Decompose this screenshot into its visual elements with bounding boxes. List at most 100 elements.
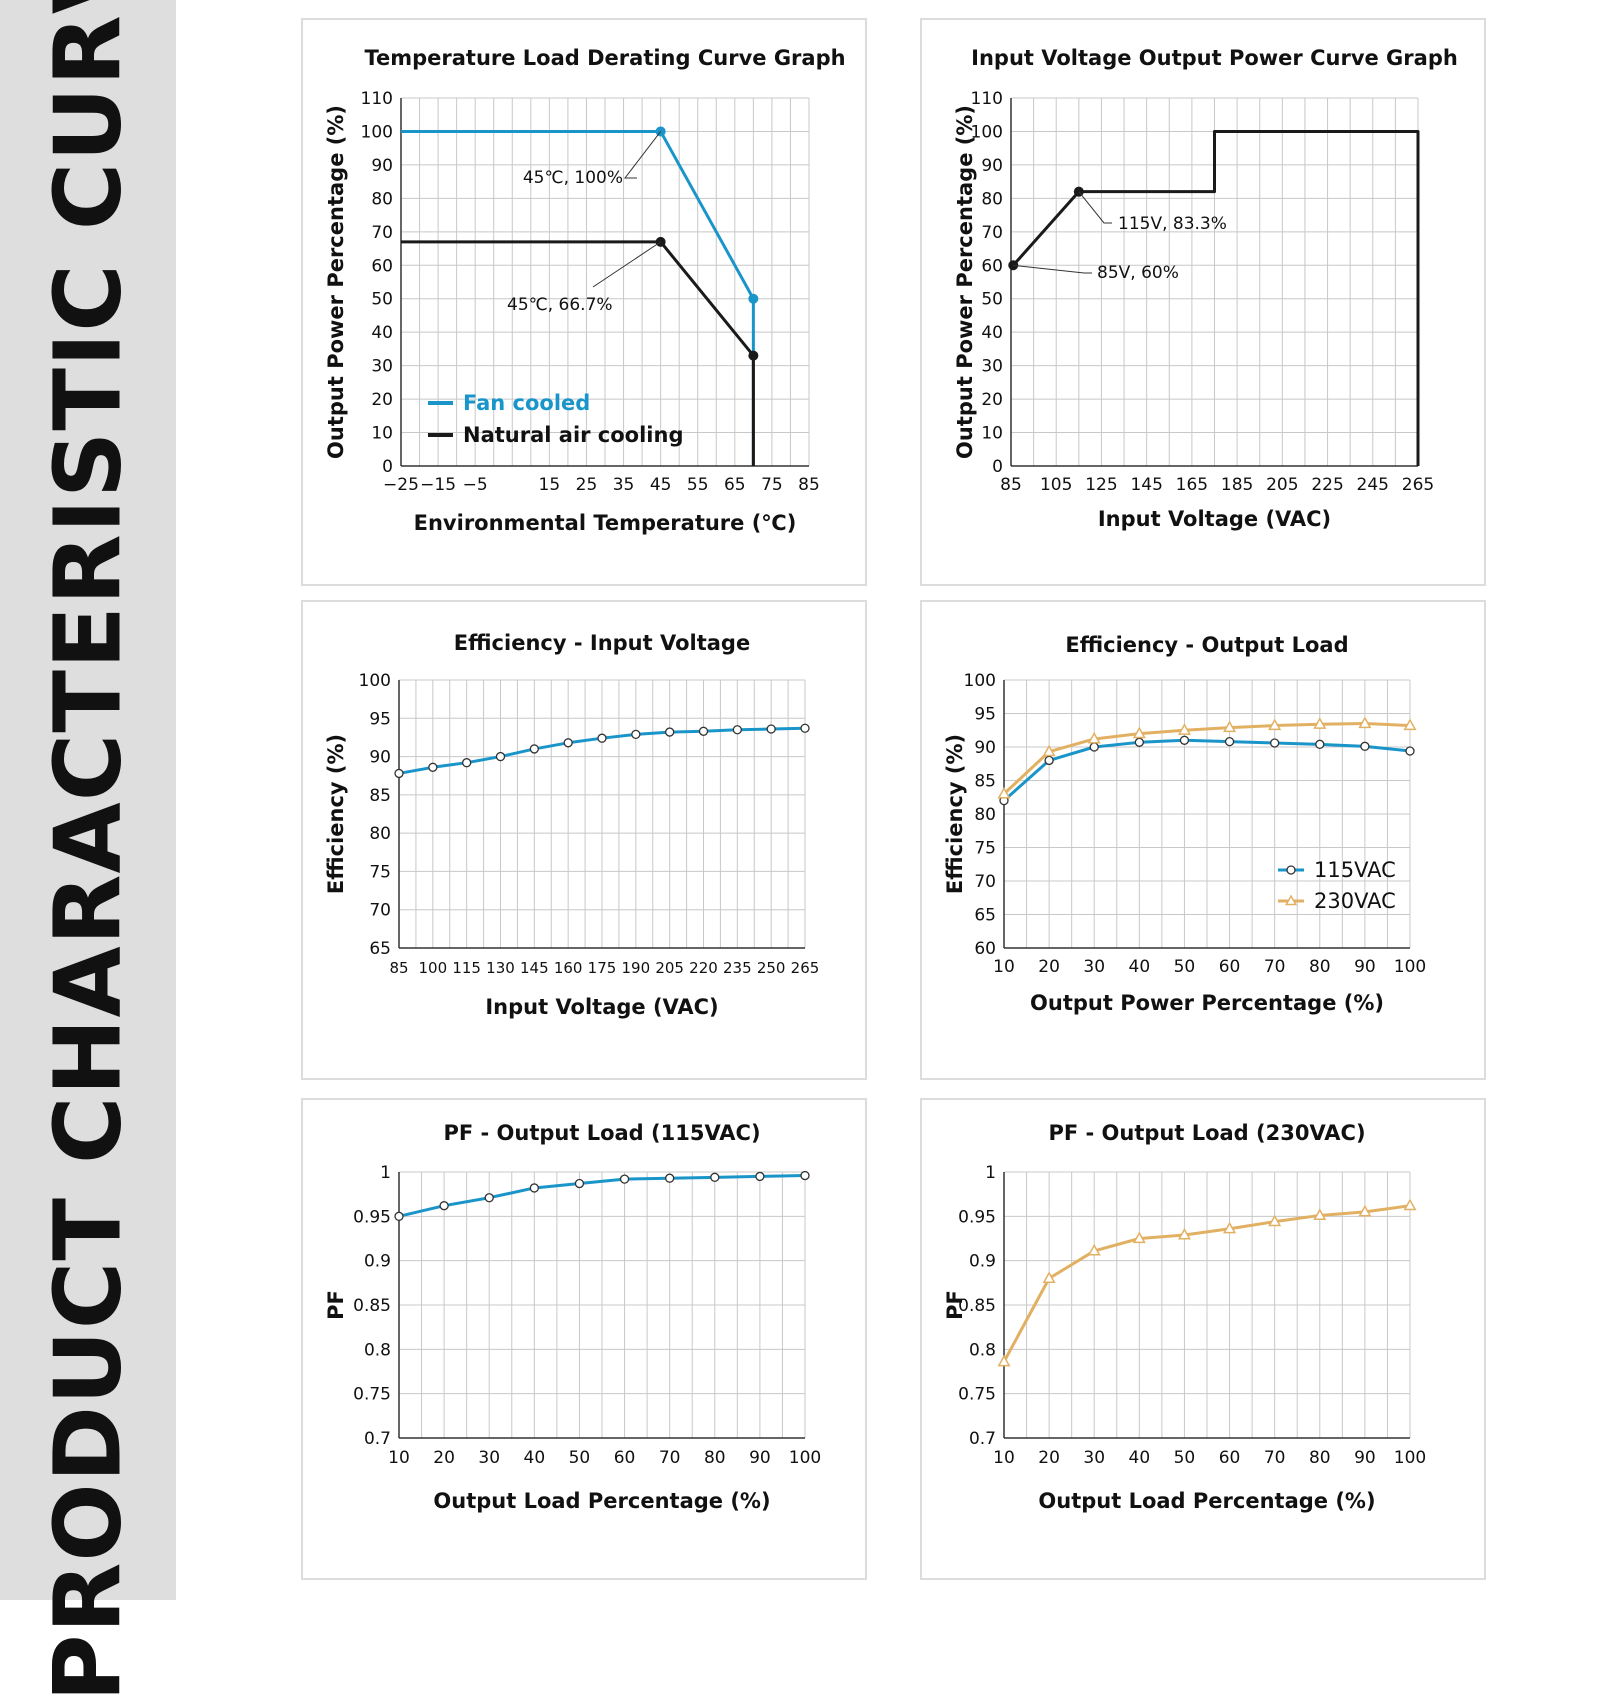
annotation-label: 85V, 60% xyxy=(1097,263,1179,283)
x-tick-label: 60 xyxy=(614,1448,636,1468)
data-point xyxy=(1360,741,1370,751)
annotation-leader xyxy=(623,131,662,179)
x-tick-label: 70 xyxy=(1264,1448,1286,1468)
series-line-230vac xyxy=(1002,722,1411,795)
x-tick-label: 115 xyxy=(452,959,481,977)
data-point xyxy=(1315,739,1325,749)
y-tick-label: 0.85 xyxy=(958,1296,996,1316)
x-tick-label: 165 xyxy=(1176,475,1208,495)
x-tick-label: 205 xyxy=(655,959,684,977)
y-axis-title: Output Power Percentage (%) xyxy=(324,105,348,459)
x-axis-title: Output Load Percentage (%) xyxy=(433,1489,770,1513)
chart-title: Temperature Load Derating Curve Graph xyxy=(364,46,845,70)
y-tick-label: 95 xyxy=(369,709,391,729)
data-point xyxy=(631,729,641,740)
data-point xyxy=(619,1174,630,1184)
data-point xyxy=(1313,717,1327,729)
y-axis-title: Efficiency (%) xyxy=(943,734,967,894)
data-point xyxy=(1177,1227,1191,1240)
chart-panel-efficiency-input: 65 70 75 80 85 90 95 100 85 100 115 130 145 160 175 190… xyxy=(301,600,867,1080)
y-tick-label: 0.7 xyxy=(969,1429,996,1449)
data-point xyxy=(1358,716,1372,729)
chart-panel-pf-115: 0.7 0.75 0.8 0.85 0.9 0.95 1 10 20 30 40 50 60 70 80 90… xyxy=(301,1098,867,1580)
chart-title: Efficiency - Input Voltage xyxy=(454,631,750,655)
data-point xyxy=(428,762,438,772)
y-tick-label: 90 xyxy=(369,748,391,768)
x-tick-label: 35 xyxy=(613,475,635,495)
data-point xyxy=(439,1201,449,1211)
chart-panel-efficiency-load: 60 65 70 75 80 85 90 95 100 10 20 30 40 50 60 70 80 90 100… xyxy=(920,600,1486,1080)
series-line-115vac xyxy=(1003,738,1411,802)
legend-label: 115VAC xyxy=(1314,858,1396,882)
y-tick-label: 90 xyxy=(974,738,996,758)
x-tick-label: 145 xyxy=(1130,475,1162,495)
x-tick-label: 160 xyxy=(554,959,583,977)
data-point xyxy=(529,744,539,754)
side-title: PRODUCT CHARACTERISTIC CURVE xyxy=(34,0,142,1702)
x-tick-label: −5 xyxy=(463,475,488,495)
y-tick-label: 95 xyxy=(974,705,996,725)
data-point xyxy=(1224,736,1235,747)
x-tick-label: 105 xyxy=(1040,475,1072,495)
y-tick-label: 70 xyxy=(981,223,1003,243)
x-tick-label: 40 xyxy=(1129,1448,1151,1468)
data-point xyxy=(495,751,506,762)
x-tick-label: 80 xyxy=(704,1448,726,1468)
data-point xyxy=(1044,755,1054,766)
data-point xyxy=(800,723,810,733)
y-tick-label: 40 xyxy=(981,323,1003,343)
data-point xyxy=(997,1354,1011,1367)
x-tick-label: 80 xyxy=(1309,957,1331,977)
y-tick-label: 0.8 xyxy=(364,1340,391,1360)
temperature-derating-chart: 0 10 20 30 40 50 60 70 80 90 100 110 −25 −15 −5 15 25 35 4… xyxy=(324,46,846,535)
x-tick-label: 60 xyxy=(1219,1448,1241,1468)
x-tick-label: 55 xyxy=(687,475,709,495)
x-tick-label: 80 xyxy=(1309,1448,1331,1468)
data-point xyxy=(755,1171,765,1182)
x-axis-title: Output Power Percentage (%) xyxy=(1030,991,1384,1015)
y-tick-label: 1 xyxy=(985,1163,996,1183)
x-tick-label: 70 xyxy=(1264,957,1286,977)
data-point xyxy=(1358,1204,1372,1217)
x-tick-label: 265 xyxy=(791,959,820,977)
y-tick-label: 80 xyxy=(981,189,1003,209)
series-line-output xyxy=(1012,129,1420,466)
legend-marker xyxy=(1284,894,1298,906)
y-tick-label: 100 xyxy=(359,671,391,691)
y-tick-label: 85 xyxy=(369,786,391,806)
x-axis-title: Input Voltage (VAC) xyxy=(1098,507,1331,531)
x-tick-label: 90 xyxy=(749,1448,771,1468)
annotation-leader xyxy=(592,241,661,288)
x-tick-label: −15 xyxy=(420,475,456,495)
data-point xyxy=(665,1173,675,1183)
y-tick-label: 65 xyxy=(974,906,996,926)
pf-115vac-chart: 0.7 0.75 0.8 0.85 0.9 0.95 1 10 20 30 40 50 60 70 80 90… xyxy=(324,1121,821,1513)
x-tick-label: 100 xyxy=(789,1448,821,1468)
y-tick-label: 0 xyxy=(992,457,1003,477)
annotation-leader xyxy=(1013,264,1092,274)
x-axis-title: Environmental Temperature (℃) xyxy=(414,511,797,535)
y-axis-title: Output Power Percentage (%) xyxy=(953,105,977,459)
x-tick-label: 50 xyxy=(569,1448,591,1468)
y-tick-label: 60 xyxy=(371,256,393,276)
data-point xyxy=(1089,742,1099,752)
y-tick-label: 90 xyxy=(371,156,393,176)
y-tick-label: 10 xyxy=(371,424,393,444)
data-point xyxy=(997,786,1011,799)
x-tick-label: 20 xyxy=(1038,957,1060,977)
y-tick-label: 110 xyxy=(361,89,393,109)
annotation-leader xyxy=(1078,191,1112,224)
pf-230vac-chart: 0.7 0.75 0.8 0.85 0.9 0.95 1 10 20 30 40 50 60 70 80 90… xyxy=(943,1121,1426,1513)
x-tick-label: 50 xyxy=(1174,1448,1196,1468)
y-tick-label: 110 xyxy=(971,89,1003,109)
data-point xyxy=(462,758,472,768)
y-tick-label: 80 xyxy=(371,189,393,209)
x-tick-label: 10 xyxy=(388,1448,410,1468)
data-point xyxy=(394,1211,404,1221)
y-tick-label: 0.95 xyxy=(353,1207,391,1227)
series-line-pf xyxy=(398,1174,806,1218)
x-tick-label: 65 xyxy=(724,475,746,495)
data-point xyxy=(665,727,675,737)
chart-panel-pf-230: 0.7 0.75 0.8 0.85 0.9 0.95 1 10 20 30 40 50 60 70 80 90… xyxy=(920,1098,1486,1580)
